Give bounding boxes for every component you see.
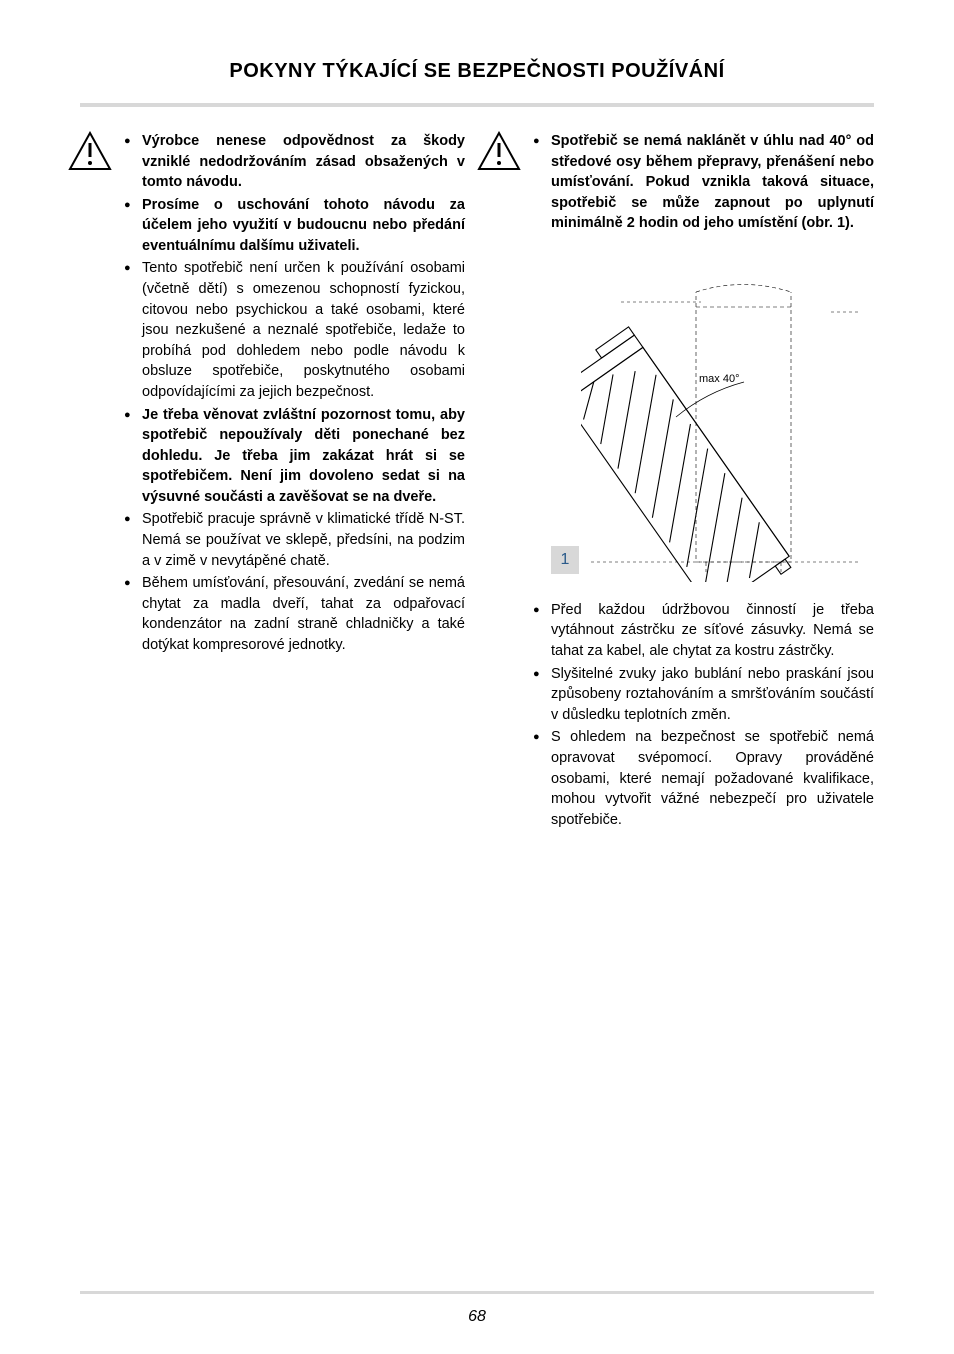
- bullet-item: Během umísťování, přesouvání, zvedání se…: [124, 573, 465, 655]
- angle-label: max 40°: [699, 373, 739, 385]
- left-bullet-list: Výrobce nenese odpovědnost za škody vzni…: [124, 131, 465, 655]
- right-column: Spotřebič se nemá naklánět v úhlu nad 40…: [489, 131, 874, 832]
- bullet-item: Výrobce nenese odpovědnost za škody vzni…: [124, 131, 465, 193]
- bullet-text: Výrobce nenese odpovědnost za škody vzni…: [142, 133, 465, 190]
- bullet-text: Je třeba věnovat zvláštní pozornost tomu…: [142, 407, 465, 505]
- two-column-layout: Výrobce nenese odpovědnost za škody vzni…: [80, 131, 874, 832]
- page-number: 68: [0, 1308, 954, 1326]
- fridge-tilt-diagram: max 40°: [581, 252, 871, 582]
- warning-icon: [477, 131, 521, 171]
- left-column: Výrobce nenese odpovědnost za škody vzni…: [80, 131, 465, 832]
- figure-label: 1: [551, 546, 579, 574]
- bullet-text: Tento spotřebič není určen k používání o…: [142, 260, 465, 399]
- bullet-text: S ohledem na bezpečnost se spotřebič nem…: [551, 729, 874, 827]
- bullet-item: Je třeba věnovat zvláštní pozornost tomu…: [124, 405, 465, 508]
- bullet-item: Spotřebič pracuje správně v klimatické t…: [124, 509, 465, 571]
- bullet-text: Spotřebič pracuje správně v klimatické t…: [142, 511, 465, 568]
- warning-icon: [68, 131, 112, 171]
- bullet-text: Spotřebič se nemá naklánět v úhlu nad 40…: [551, 133, 874, 231]
- bullet-item: Před každou údržbovou činností je třeba …: [533, 600, 874, 662]
- right-bottom-bullet-list: Před každou údržbovou činností je třeba …: [533, 600, 874, 830]
- divider-top: [80, 103, 874, 107]
- bullet-text: Slyšitelné zvuky jako bublání nebo prask…: [551, 666, 874, 723]
- right-top-bullet-list: Spotřebič se nemá naklánět v úhlu nad 40…: [533, 131, 874, 234]
- bullet-text: Během umísťování, přesouvání, zvedání se…: [142, 575, 465, 653]
- bullet-item: Spotřebič se nemá naklánět v úhlu nad 40…: [533, 131, 874, 234]
- divider-bottom: [80, 1291, 874, 1294]
- page-title: POKYNY TÝKAJÍCÍ SE BEZPEČNOSTI POUŽÍVÁNÍ: [80, 60, 874, 83]
- bullet-item: Tento spotřebič není určen k používání o…: [124, 258, 465, 402]
- bullet-item: Slyšitelné zvuky jako bublání nebo prask…: [533, 664, 874, 726]
- bullet-item: Prosíme o uschování tohoto návodu za úče…: [124, 195, 465, 257]
- bullet-text: Před každou údržbovou činností je třeba …: [551, 602, 874, 659]
- bullet-text: Prosíme o uschování tohoto návodu za úče…: [142, 197, 465, 254]
- figure-1: 1: [533, 252, 874, 582]
- bullet-item: S ohledem na bezpečnost se spotřebič nem…: [533, 727, 874, 830]
